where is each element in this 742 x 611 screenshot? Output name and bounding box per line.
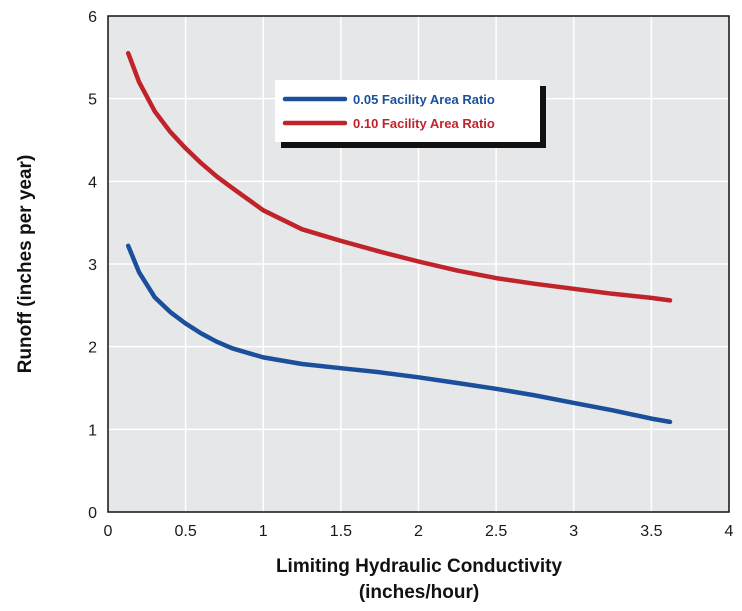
legend-label-2: 0.10 Facility Area Ratio xyxy=(353,116,495,131)
x-tick-label: 1.5 xyxy=(330,523,352,540)
y-axis-title: Runoff (inches per year) xyxy=(15,155,36,374)
legend-label-1: 0.05 Facility Area Ratio xyxy=(353,92,495,107)
y-tick-label: 6 xyxy=(88,9,97,26)
x-axis-title-line-2: (inches/hour) xyxy=(359,582,479,603)
y-tick-labels: 0 1 2 3 4 5 6 xyxy=(88,9,97,522)
series-line-1 xyxy=(125,243,673,425)
x-tick-label: 3.5 xyxy=(640,523,662,540)
x-tick-label: 2.5 xyxy=(485,523,507,540)
y-tick-label: 5 xyxy=(88,92,97,109)
legend: 0.05 Facility Area Ratio 0.10 Facility Ar… xyxy=(275,80,546,148)
x-tick-labels: 0 0.5 1 1.5 2 2.5 3 3.5 4 xyxy=(104,523,734,540)
x-axis-title-line-1: Limiting Hydraulic Conductivity xyxy=(276,556,563,577)
y-tick-label: 4 xyxy=(88,174,97,191)
x-tick-label: 1 xyxy=(259,523,268,540)
y-tick-label: 3 xyxy=(88,257,97,274)
series-lines xyxy=(125,50,673,425)
legend-box xyxy=(275,80,540,142)
x-tick-label: 0.5 xyxy=(175,523,197,540)
plot-frame xyxy=(107,15,730,513)
x-tick-label: 2 xyxy=(414,523,423,540)
series-line-2 xyxy=(125,50,673,303)
y-tick-label: 0 xyxy=(88,505,97,522)
y-tick-label: 2 xyxy=(88,340,97,357)
x-tick-label: 3 xyxy=(569,523,578,540)
x-tick-label: 4 xyxy=(725,523,734,540)
x-tick-label: 0 xyxy=(104,523,113,540)
legend-items: 0.05 Facility Area Ratio 0.10 Facility Ar… xyxy=(282,92,495,131)
y-tick-label: 1 xyxy=(88,422,97,439)
